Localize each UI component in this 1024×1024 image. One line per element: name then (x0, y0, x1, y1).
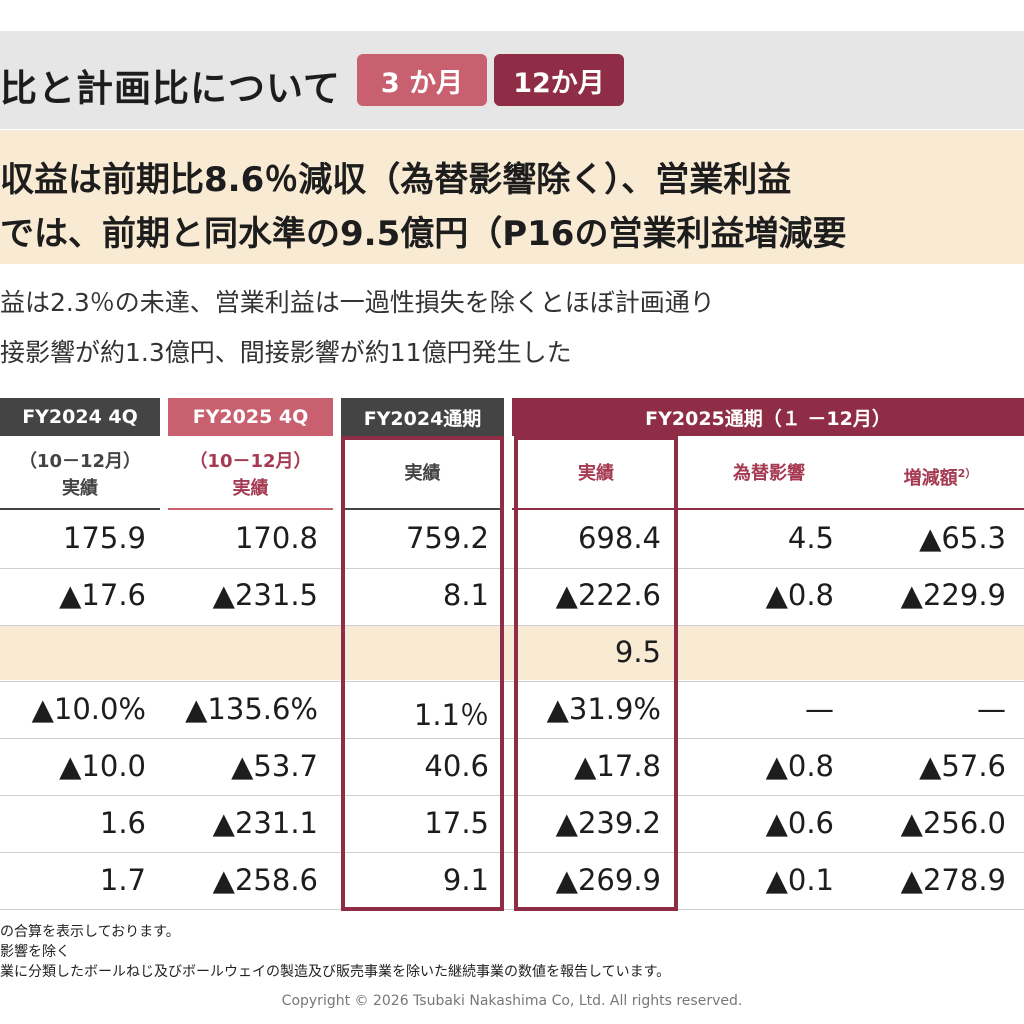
header-underline (0, 508, 160, 510)
table-cell: ▲229.9 (900, 578, 1006, 612)
table-cell: ▲0.8 (765, 749, 834, 783)
table-cell: 17.5 (424, 806, 489, 840)
row-divider (0, 738, 1024, 739)
highlight-line-1: 収益は前期比8.6％減収（為替影響除く）、営業利益 (0, 160, 792, 200)
fy2024-full-emphasis-box (341, 436, 504, 911)
row-divider (0, 568, 1024, 569)
table-cell: 1.6 (99, 806, 146, 840)
column-header-fy2025-full: FY2025通期（１ －12月） (512, 398, 1024, 436)
table-cell: 698.4 (577, 521, 661, 555)
tab-3-months[interactable]: 3 か月 (357, 54, 487, 106)
table-cell: ▲53.7 (231, 749, 318, 783)
table-cell: ▲256.0 (900, 806, 1006, 840)
copyright-text: Copyright © 2026 Tsubaki Nakashima Co, L… (281, 993, 743, 1009)
column-header-fy2024-4q: FY2024 4Q (0, 398, 160, 436)
table-cell: ▲0.6 (765, 806, 834, 840)
table-cell: 4.5 (787, 521, 834, 555)
page-title: 比と計画比について (0, 67, 341, 110)
table-cell: ▲135.6% (185, 692, 318, 726)
subheader-fy2025-change-note: 2） (957, 467, 977, 480)
column-header-fy2025-4q: FY2025 4Q (168, 398, 333, 436)
subheader-fy2024-4q-period: （10－12月） (18, 451, 142, 472)
table-cell: 8.1 (442, 578, 489, 612)
table-cell: ▲57.6 (919, 749, 1006, 783)
subheader-fy2025-4q-period: （10－12月） (189, 451, 312, 472)
bullet-text-1: 益は2.3％の未達、営業利益は一過性損失を除くとほぼ計画通り (0, 288, 715, 317)
table-cell: ▲31.9% (546, 692, 661, 726)
table-cell: 9.1 (442, 863, 489, 897)
column-header-fy2024-full: FY2024通期 (341, 398, 504, 436)
header-underline (512, 508, 1024, 510)
table-cell: ▲65.3 (919, 521, 1006, 555)
table-cell: ▲269.9 (555, 863, 661, 897)
row-divider (0, 852, 1024, 853)
footnote-2: 影響を除く (0, 944, 70, 960)
subheader-fy2025-actual: 実績 (578, 463, 614, 484)
table-cell: ▲278.9 (900, 863, 1006, 897)
table-cell: — (805, 692, 834, 726)
subheader-fy2025-fx: 為替影響 (733, 463, 805, 484)
highlight-row-background (0, 626, 1024, 680)
row-divider (0, 909, 1024, 910)
subheader-fy2025-change-label: 増減額 (903, 468, 958, 489)
table-cell: 40.6 (424, 749, 489, 783)
table-cell: — (977, 692, 1006, 726)
row-divider (0, 795, 1024, 796)
subheader-fy2024-full-label: 実績 (404, 463, 441, 484)
table-cell: ▲10.0% (31, 692, 146, 726)
table-cell: ▲0.1 (765, 863, 834, 897)
highlight-band (0, 130, 1024, 264)
table-cell: 759.2 (405, 521, 489, 555)
bullet-text-2: 接影響が約1.3億円、間接影響が約11億円発生した (0, 338, 572, 367)
table-cell: 175.9 (62, 521, 146, 555)
table-cell: ▲231.5 (212, 578, 318, 612)
table-cell: 1.1％ (413, 698, 489, 732)
table-cell: ▲17.8 (574, 749, 661, 783)
footnote-3: 業に分類したボールねじ及びボールウェイの製造及び販売事業を除いた継続事業の数値を… (0, 964, 671, 980)
subheader-fy2025-change: 増減額2） (856, 461, 1024, 492)
table-cell: ▲222.6 (555, 578, 661, 612)
table-cell: ▲17.6 (59, 578, 146, 612)
table-cell: ▲231.1 (212, 806, 318, 840)
table-cell: ▲0.8 (765, 578, 834, 612)
header-underline (341, 508, 504, 510)
row-divider (0, 681, 1024, 682)
tab-12-months[interactable]: 12か月 (494, 54, 624, 106)
subheader-fy2024-4q-label: 実績 (62, 478, 98, 499)
table-cell: ▲239.2 (555, 806, 661, 840)
table-cell: 9.5 (614, 635, 661, 669)
row-divider (0, 625, 1024, 626)
footnote-1: の合算を表示しております。 (0, 924, 180, 940)
subheader-fy2025-4q-label: 実績 (232, 478, 269, 499)
highlight-line-2: では、前期と同水準の9.5億円（P16の営業利益増減要 (0, 214, 847, 254)
header-underline (168, 508, 333, 510)
table-cell: 170.8 (234, 521, 318, 555)
table-cell: 1.7 (99, 863, 146, 897)
table-cell: ▲10.0 (59, 749, 146, 783)
fy2025-actual-emphasis-box (514, 436, 678, 911)
table-cell: ▲258.6 (212, 863, 318, 897)
